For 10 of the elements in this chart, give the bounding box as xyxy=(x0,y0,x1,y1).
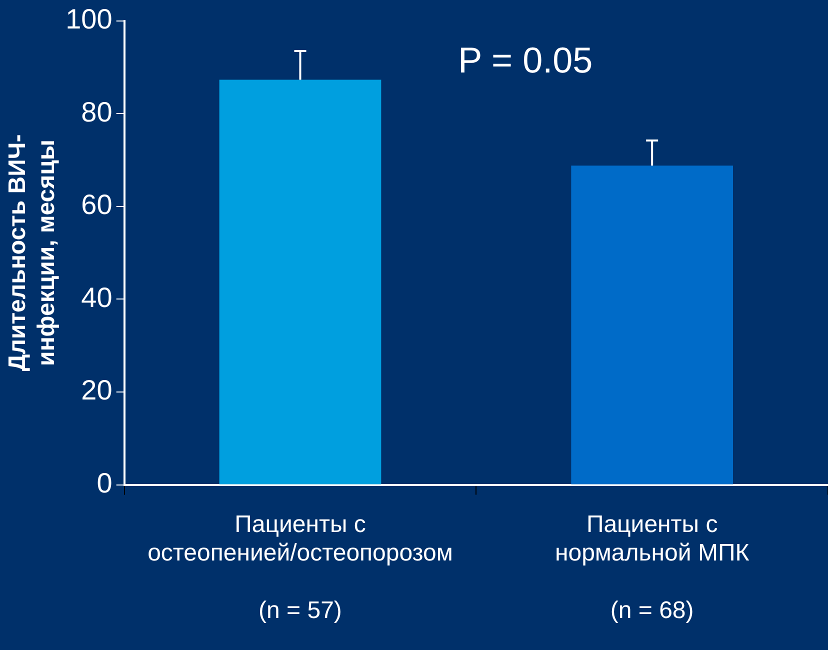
y-tick-label: 40 xyxy=(81,282,112,313)
y-tick-label: 0 xyxy=(96,468,112,499)
y-tick-label: 80 xyxy=(81,96,112,128)
y-axis-title: Длительность ВИЧ- инфекции, месяцы xyxy=(4,134,60,372)
y-tick-label: 60 xyxy=(81,189,112,220)
y-tick-label: 20 xyxy=(81,374,112,406)
category-label: Пациенты с нормальной МПК (n = 68) xyxy=(554,510,750,624)
y-tick-label: 100 xyxy=(66,4,112,35)
annotation: P = 0.05 xyxy=(458,40,593,81)
category-label: Пациенты с остеопенией/остеопорозом (n = 57) xyxy=(148,510,453,624)
